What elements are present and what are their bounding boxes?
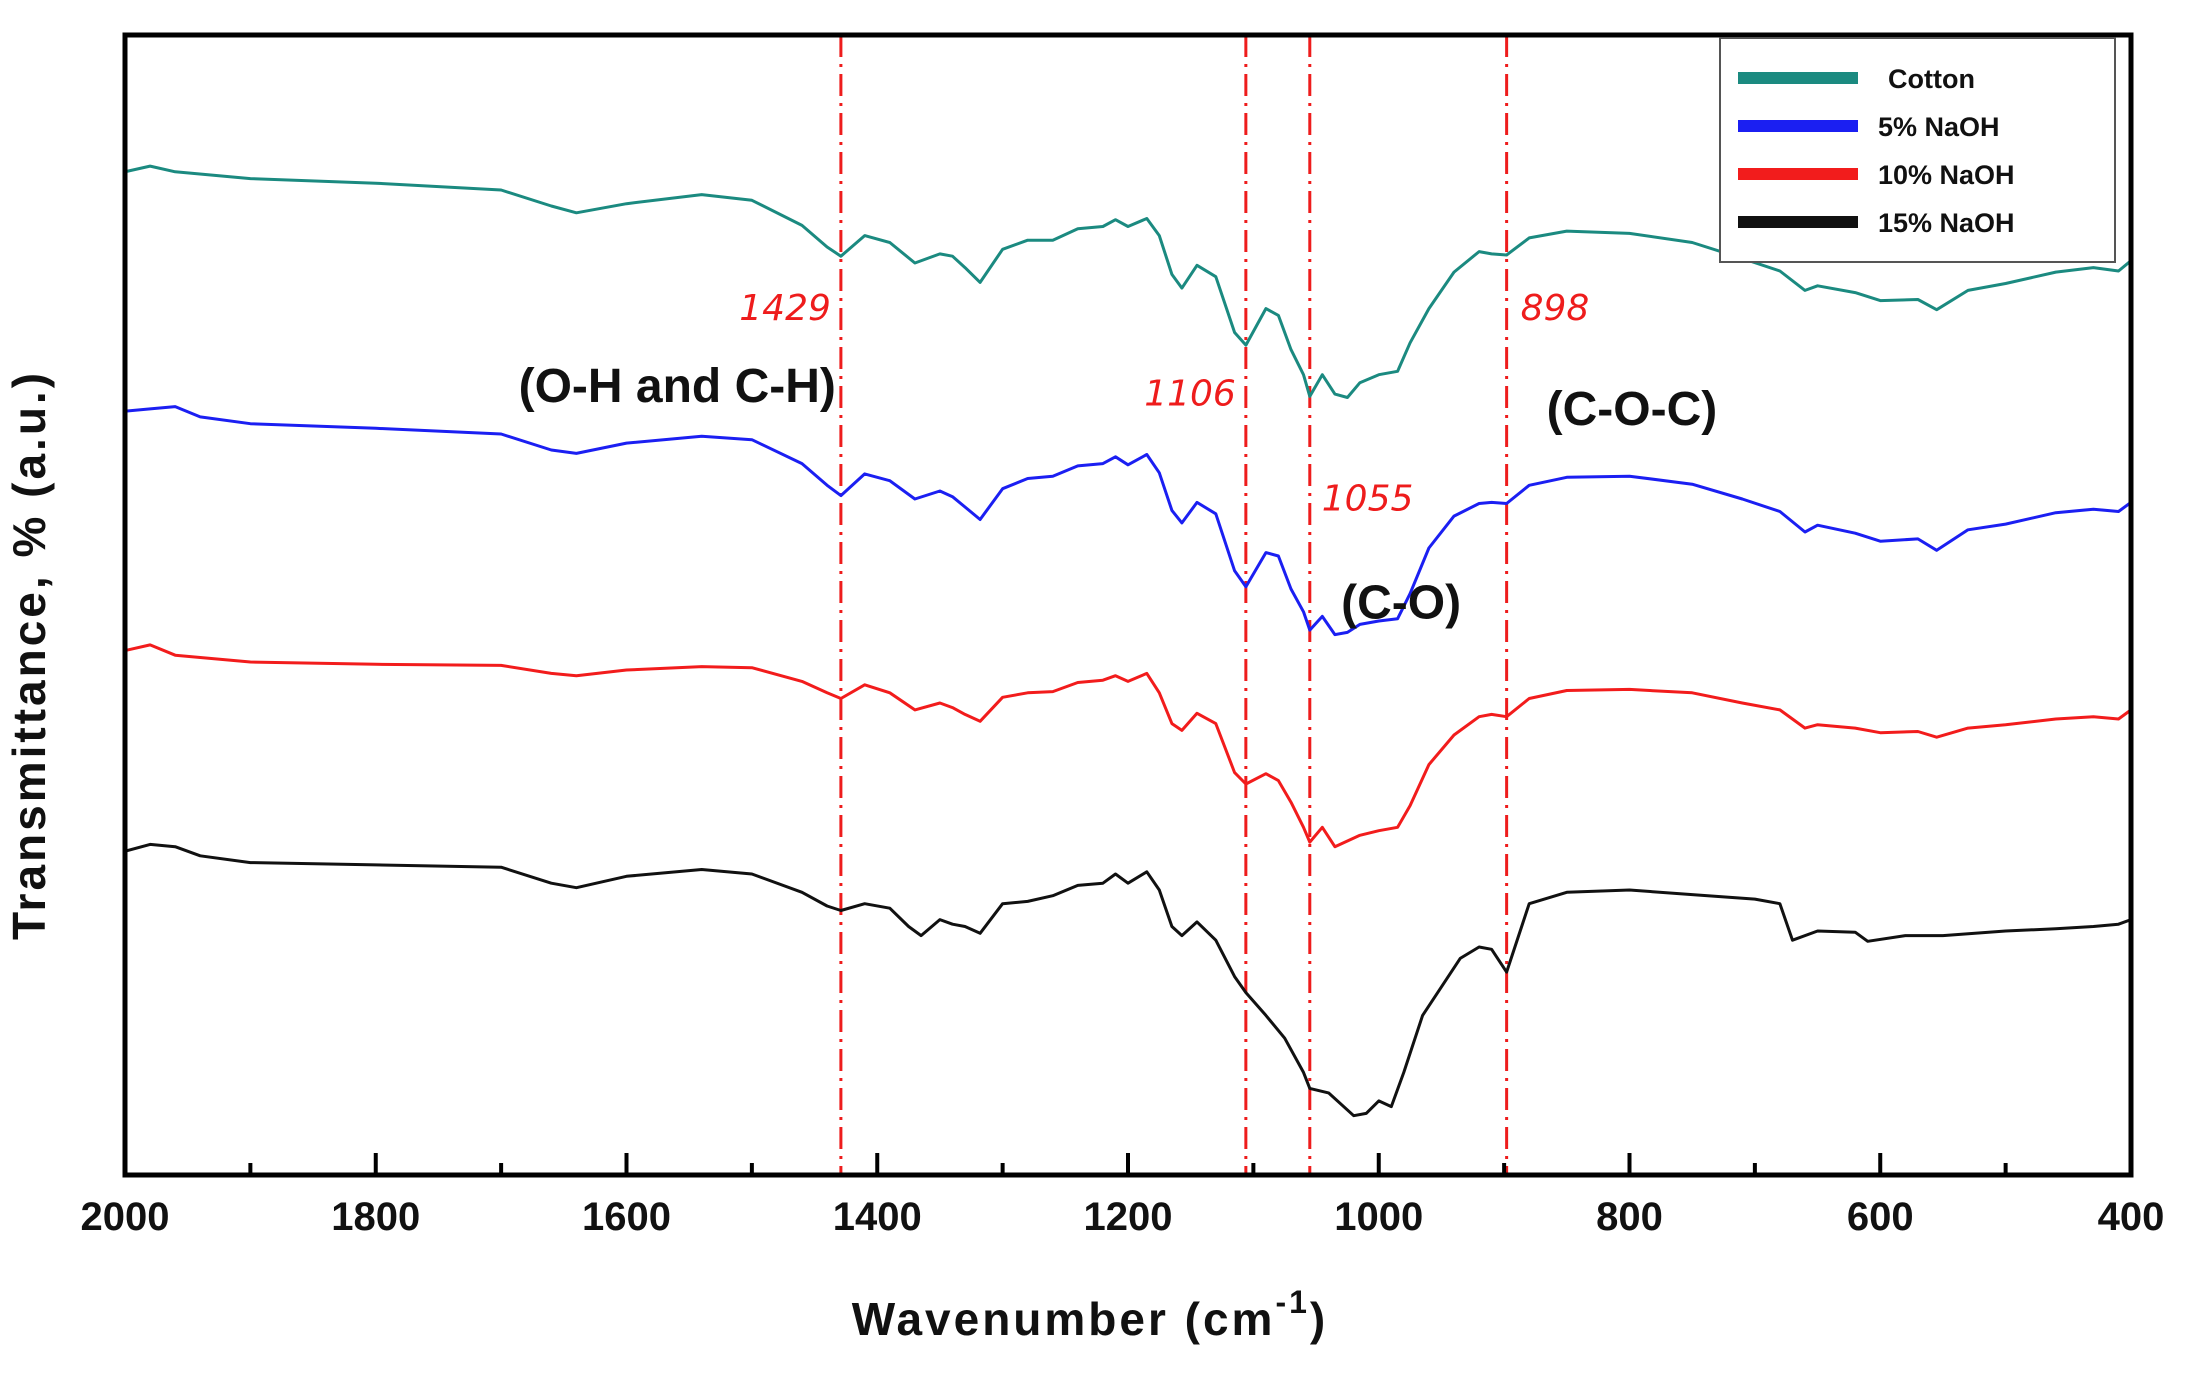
x-tick-label-1800: 1800 <box>331 1195 420 1239</box>
x-tick-label-2000: 2000 <box>81 1195 170 1239</box>
x-tick-label-400: 400 <box>2098 1195 2165 1239</box>
plot-content: 1429 1106 1055 898 (O-H and C-H) (C-O) (C-O-C) <box>124 35 2132 1175</box>
y-axis-title: Transmittance, % (a.u.) <box>3 370 55 940</box>
peak-label-1106: 1106 <box>1144 374 1236 415</box>
series-line-5-naoh <box>124 405 2132 637</box>
peak-label-898: 898 <box>1521 288 1590 329</box>
legend-label-10-naoh: 10% NaOH <box>1878 160 2015 190</box>
annotation-o-h-and-c-h: (O-H and C-H) <box>519 360 836 413</box>
x-tick-label-1200: 1200 <box>1084 1195 1173 1239</box>
legend-swatch-10-naoh <box>1738 168 1858 180</box>
annotation-c-o: (C-O) <box>1341 577 1461 630</box>
x-tick-label-1400: 1400 <box>833 1195 922 1239</box>
peak-label-1055: 1055 <box>1322 478 1414 519</box>
legend-swatch-5-naoh <box>1738 120 1858 132</box>
series-line-10-naoh <box>124 643 2132 849</box>
annotation-c-o-c: (C-O-C) <box>1547 383 1718 436</box>
legend-label-cotton: Cotton <box>1888 64 1975 94</box>
peak-label-1429: 1429 <box>739 288 831 329</box>
legend-label-5-naoh: 5% NaOH <box>1878 112 2000 142</box>
series-line-15-naoh <box>124 842 2132 1118</box>
x-axis-title: Wavenumber (cm-1) <box>852 1284 1329 1345</box>
x-ticks: 2000 1800 1600 1400 1200 1000 800 600 400 <box>81 1153 2165 1239</box>
series-line-cotton <box>124 164 2132 399</box>
x-tick-label-1000: 1000 <box>1334 1195 1423 1239</box>
legend-label-15-naoh: 15% NaOH <box>1878 208 2015 238</box>
legend: Cotton 5% NaOH 10% NaOH 15% NaOH <box>1719 37 2116 263</box>
legend-swatch-15-naoh <box>1738 216 1858 228</box>
x-tick-label-600: 600 <box>1847 1195 1914 1239</box>
legend-swatch-cotton <box>1738 72 1858 84</box>
x-tick-label-1600: 1600 <box>582 1195 671 1239</box>
x-tick-label-800: 800 <box>1596 1195 1663 1239</box>
